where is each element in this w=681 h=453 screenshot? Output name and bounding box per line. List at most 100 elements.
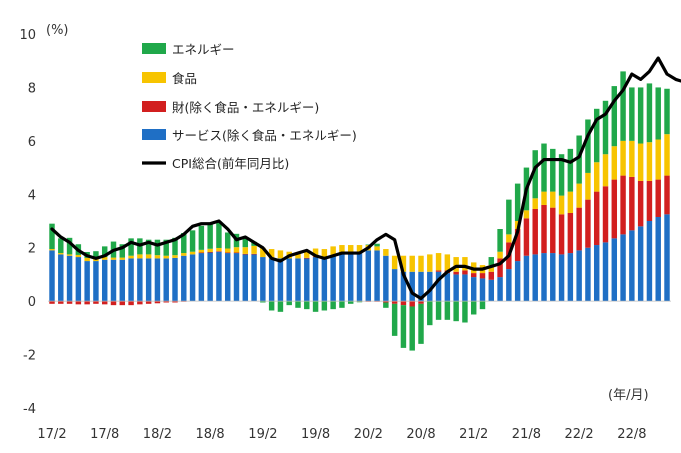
x-tick-label: 18/8 (195, 427, 224, 442)
bar-food-12 (154, 255, 161, 259)
bar-energy-33 (339, 301, 345, 308)
bar-food-45 (444, 254, 451, 271)
bar-services-3 (75, 257, 82, 302)
x-axis-unit-label: (年/月) (608, 388, 649, 403)
legend-label-cpi: CPI総合(前年同月比) (172, 156, 289, 171)
y-tick-label: -4 (23, 402, 36, 417)
bar-goods-9 (128, 301, 134, 306)
bar-energy-62 (593, 108, 600, 163)
bar-energy-40 (400, 305, 407, 348)
bar-food-8 (119, 257, 126, 260)
bar-energy-13 (163, 239, 169, 256)
bar-goods-62 (593, 191, 600, 246)
bar-energy-30 (312, 301, 319, 312)
x-tick-label: 22/2 (564, 427, 593, 442)
bar-food-47 (462, 257, 468, 271)
bar-food-14 (172, 255, 178, 258)
bar-food-37 (374, 246, 380, 251)
legend-swatch-goods (142, 101, 166, 112)
bar-goods-44 (435, 270, 442, 272)
bar-energy-24 (260, 301, 266, 303)
bar-energy-34 (347, 301, 354, 304)
bar-services-5 (93, 261, 99, 302)
bar-food-10 (137, 254, 143, 259)
bar-goods-40 (400, 301, 407, 306)
bar-services-0 (49, 250, 55, 302)
bar-services-68 (646, 221, 653, 302)
bar-energy-8 (119, 244, 126, 258)
bar-energy-59 (567, 148, 574, 192)
bar-energy-46 (453, 301, 459, 322)
bar-goods-64 (611, 179, 618, 239)
bar-services-61 (585, 247, 591, 302)
bar-energy-52 (506, 199, 512, 235)
bar-services-50 (488, 279, 495, 302)
bar-food-44 (435, 253, 442, 271)
bar-food-13 (163, 255, 169, 259)
bar-goods-60 (576, 207, 582, 251)
bar-services-49 (479, 278, 486, 302)
bar-goods-49 (479, 273, 486, 279)
x-tick-label: 22/8 (617, 427, 646, 442)
bar-energy-38 (383, 302, 389, 308)
bar-food-1 (58, 253, 64, 255)
bar-services-34 (347, 253, 354, 302)
bar-energy-42 (418, 303, 424, 344)
bar-food-28 (295, 253, 301, 259)
bar-energy-27 (286, 301, 292, 306)
bar-services-13 (163, 258, 169, 302)
bar-services-12 (154, 258, 161, 302)
bar-goods-12 (154, 301, 161, 304)
bar-food-62 (593, 162, 600, 192)
bar-food-34 (347, 245, 354, 254)
legend-label-goods: 財(除く食品・エネルギー) (172, 100, 319, 115)
bar-energy-55 (532, 150, 538, 199)
bar-goods-50 (488, 271, 495, 280)
stacked-bars (49, 71, 670, 351)
bar-food-24 (260, 247, 266, 258)
bar-goods-19 (216, 251, 222, 252)
bar-services-57 (550, 253, 556, 302)
bar-energy-31 (321, 301, 328, 311)
bar-services-53 (514, 261, 521, 302)
bar-energy-2 (66, 237, 73, 255)
bar-goods-53 (514, 229, 521, 262)
bar-services-9 (128, 258, 134, 302)
legend-item-services: サービス(除く食品・エネルギー) (142, 128, 357, 143)
bar-services-24 (260, 257, 266, 302)
bar-goods-46 (453, 271, 459, 275)
bar-food-67 (637, 143, 644, 181)
bar-energy-18 (207, 223, 213, 249)
y-tick-label: 2 (28, 242, 36, 257)
bar-energy-22 (242, 237, 249, 248)
bar-services-15 (181, 255, 187, 302)
bar-goods-14 (172, 301, 178, 303)
bar-energy-64 (611, 86, 618, 147)
bar-goods-3 (75, 301, 82, 305)
bar-services-6 (101, 259, 108, 302)
bar-food-54 (523, 210, 530, 219)
bar-goods-58 (558, 214, 565, 255)
bar-services-69 (655, 216, 661, 302)
legend-item-energy: エネルギー (142, 42, 235, 57)
bar-goods-68 (646, 180, 653, 221)
bar-food-30 (312, 248, 319, 257)
bar-food-21 (233, 247, 240, 253)
bar-energy-57 (550, 148, 556, 192)
bar-services-32 (330, 255, 336, 302)
y-axis-unit-label: (%) (46, 23, 69, 38)
bar-goods-66 (629, 176, 635, 231)
bar-services-23 (251, 254, 257, 302)
bar-goods-10 (137, 301, 143, 305)
bar-food-32 (330, 246, 336, 256)
x-axis-ticks: 17/2 17/8 18/2 18/8 19/2 19/8 20/2 20/8 21/2 21/8… (37, 427, 646, 442)
bar-services-16 (189, 254, 196, 302)
bar-services-17 (198, 253, 205, 302)
bar-energy-25 (268, 301, 275, 311)
legend-label-food: 食品 (172, 71, 197, 86)
bar-services-70 (664, 214, 670, 302)
bar-energy-50 (488, 257, 495, 266)
bar-services-46 (453, 274, 459, 302)
y-tick-label: 6 (28, 135, 36, 150)
bar-energy-11 (145, 239, 152, 255)
